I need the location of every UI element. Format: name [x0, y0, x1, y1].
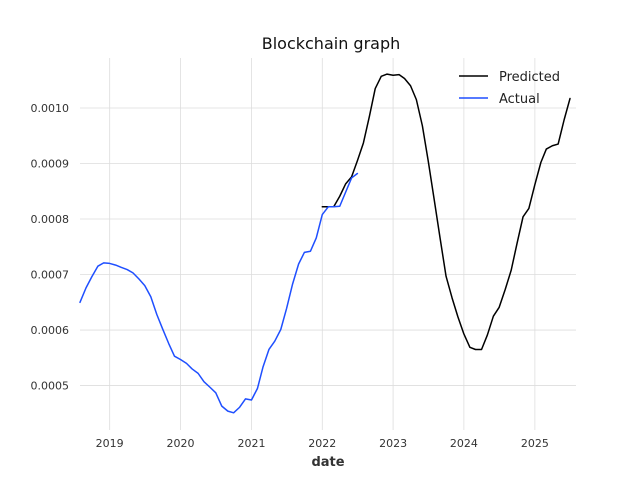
- x-tick-label: 2021: [237, 437, 265, 450]
- series-line-actual: [79, 172, 359, 414]
- legend: Predicted Actual: [459, 70, 560, 107]
- x-tick-label: 2025: [521, 437, 549, 450]
- grid-layer: [80, 58, 576, 430]
- series-line-predicted: [321, 73, 571, 351]
- legend-label-actual: Actual: [499, 92, 540, 107]
- x-axis-label: date: [311, 455, 344, 470]
- y-tick-label: 0.0009: [31, 157, 70, 170]
- x-tick-label: 2022: [308, 437, 336, 450]
- y-tick-label: 0.0008: [31, 213, 70, 226]
- chart-title: Blockchain graph: [262, 34, 401, 53]
- x-tick-label: 2020: [166, 437, 194, 450]
- y-tick-label: 0.0005: [31, 380, 70, 393]
- x-tick-label: 2024: [450, 437, 478, 450]
- series-layer: [79, 73, 571, 414]
- y-tick-label: 0.0007: [31, 269, 70, 282]
- y-tick-label: 0.0006: [31, 324, 70, 337]
- y-tick-label: 0.0010: [31, 102, 70, 115]
- x-tick-label: 2023: [379, 437, 407, 450]
- tick-layer: 2019 2020 2021 2022 2023 2024 2025 0.0005 0.0006…: [31, 102, 549, 450]
- x-tick-label: 2019: [96, 437, 124, 450]
- legend-label-predicted: Predicted: [499, 70, 560, 85]
